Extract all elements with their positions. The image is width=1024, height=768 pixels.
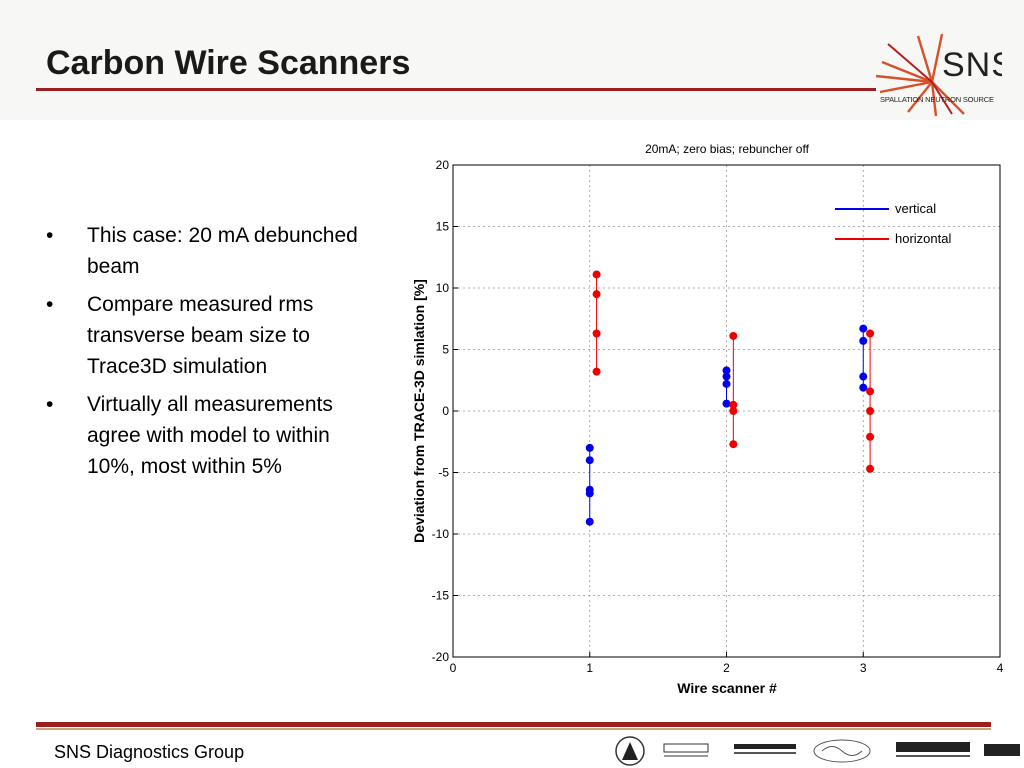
point-horizontal: [866, 407, 875, 415]
point-vertical: [722, 372, 731, 381]
bullet-text: This case: 20 mA debunched beam: [87, 224, 358, 278]
point-horizontal: [866, 432, 875, 441]
x-axis-label: Wire scanner #: [677, 680, 777, 696]
point-horizontal: [866, 464, 875, 473]
bullet-text: Virtually all measurements agree with mo…: [87, 393, 333, 478]
bullet-marker: •: [46, 293, 54, 316]
deviation-chart: 20mA; zero bias; rebuncher off 0 1 2 3 4 20 15…: [411, 142, 1004, 696]
chart-legend: vertical horizontal: [835, 201, 951, 246]
sns-logo-text: SNS: [942, 46, 1002, 84]
x-tick-label: 4: [997, 661, 1004, 675]
point-vertical: [859, 324, 868, 333]
y-tick-label: -20: [432, 650, 450, 664]
y-tick-label: -15: [432, 589, 450, 603]
slide-title: Carbon Wire Scanners: [46, 44, 411, 82]
point-horizontal: [592, 367, 601, 376]
brookhaven-logo-icon: [734, 744, 796, 754]
y-tick-label: 10: [436, 281, 450, 295]
point-horizontal: [729, 331, 738, 340]
point-horizontal: [592, 270, 601, 279]
x-tick-label: 2: [723, 661, 730, 675]
partner-logos: [615, 736, 1020, 766]
bullet-item: • This case: 20 mA debunched beam: [46, 220, 364, 282]
bullet-marker: •: [46, 224, 54, 247]
sns-logo: SNS SPALLATION NEUTRON SOURCE: [875, 33, 1002, 117]
bullet-item: • Compare measured rms transverse beam si…: [46, 289, 364, 382]
point-vertical: [585, 489, 594, 498]
point-horizontal: [866, 329, 875, 338]
point-horizontal: [592, 329, 601, 338]
y-tick-label: 15: [436, 220, 450, 234]
jefferson-lab-logo-icon: [813, 739, 871, 763]
point-horizontal: [729, 440, 738, 449]
y-tick-label: 20: [436, 158, 450, 172]
point-horizontal: [592, 290, 601, 299]
chart-title: 20mA; zero bias; rebuncher off: [645, 142, 810, 156]
point-vertical: [722, 399, 731, 408]
legend-label-vertical: vertical: [895, 201, 936, 216]
bullet-item: • Virtually all measurements agree with m…: [46, 389, 364, 482]
footer-divider-accent: [36, 728, 991, 730]
point-vertical: [585, 456, 594, 465]
legend-label-horizontal: horizontal: [895, 231, 951, 246]
point-vertical: [585, 443, 594, 452]
point-vertical: [859, 372, 868, 381]
point-vertical: [722, 366, 731, 375]
ornl-logo-icon: [984, 744, 1020, 756]
slide-header: [0, 0, 1024, 120]
footer-label: SNS Diagnostics Group: [54, 742, 245, 762]
bullet-list: • This case: 20 mA debunched beam • Compar…: [46, 220, 364, 520]
y-tick-label: -5: [438, 466, 449, 480]
chart-axes: 0 1 2 3 4 20 15 10 5 0 -5 -10 -15 -20: [432, 158, 1004, 675]
bullet-text: Compare measured rms transverse beam siz…: [87, 293, 314, 378]
los-alamos-logo-icon: [896, 742, 970, 757]
y-tick-label: 5: [442, 343, 449, 357]
y-axis-label: Deviation from TRACE-3D simlation [%]: [411, 279, 427, 543]
anl-logo-icon: [615, 736, 645, 766]
point-vertical: [859, 383, 868, 392]
y-tick-label: -10: [432, 527, 450, 541]
point-vertical: [585, 517, 594, 526]
point-vertical: [859, 336, 868, 345]
footer-divider: [36, 722, 991, 727]
point-horizontal: [729, 400, 738, 409]
point-horizontal: [866, 387, 875, 396]
point-horizontal: [729, 407, 738, 415]
point-vertical: [722, 379, 731, 388]
bullet-marker: •: [46, 393, 54, 416]
chart-grid: [453, 165, 1000, 657]
y-tick-label: 0: [442, 404, 449, 418]
sns-logo-subtext: SPALLATION NEUTRON SOURCE: [880, 95, 994, 104]
chart-marks: [585, 270, 875, 526]
header-divider: [36, 88, 876, 91]
x-tick-label: 3: [860, 661, 867, 675]
x-tick-label: 1: [586, 661, 593, 675]
x-tick-label: 0: [450, 661, 457, 675]
berkeley-lab-logo-icon: [663, 743, 709, 757]
